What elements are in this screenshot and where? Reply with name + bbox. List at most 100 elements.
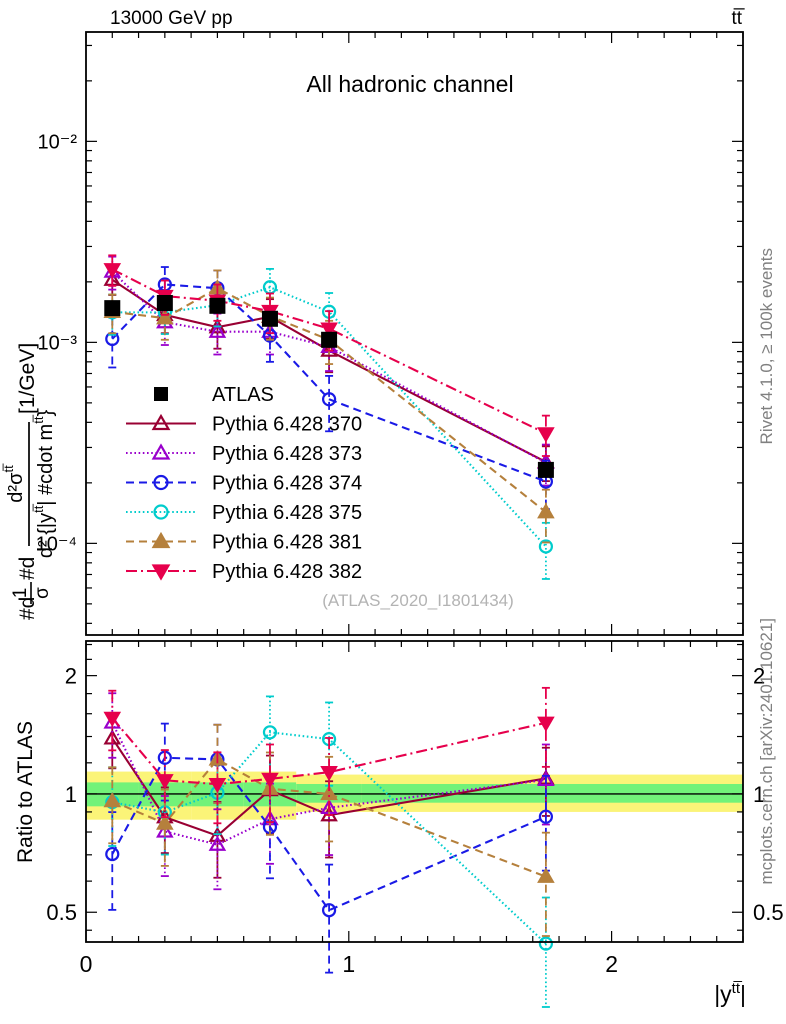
data-marker bbox=[537, 503, 555, 519]
data-marker bbox=[321, 331, 338, 348]
data-marker bbox=[320, 784, 338, 801]
legend-label: Pythia 6.428 370 bbox=[212, 414, 362, 436]
series-line bbox=[111, 758, 547, 878]
ratio-y-tick-label: 1 bbox=[65, 782, 77, 807]
beam-energy-label: 13000 GeV pp bbox=[110, 8, 233, 29]
ratio-y-tick-label: 0.5 bbox=[46, 900, 77, 925]
legend-item[interactable]: Pythia 6.428 375 bbox=[126, 502, 362, 524]
data-marker bbox=[103, 711, 122, 728]
legend-item[interactable]: Pythia 6.428 373 bbox=[126, 443, 362, 465]
ratio-panel-frame bbox=[85, 640, 744, 943]
axes-group: 10⁻² 10⁻³ 10⁻⁴ 2 2 1 1 0.5 0.5 0 1 2 bbox=[36, 32, 784, 977]
data-marker bbox=[261, 772, 279, 789]
header-group: 13000 GeV pp tt̅ bbox=[110, 8, 745, 29]
data-marker bbox=[538, 936, 554, 951]
ratio-axis-label: Ratio to ATLAS bbox=[14, 721, 37, 863]
ratio-y-tick-label: 2 bbox=[65, 664, 77, 689]
data-marker bbox=[151, 443, 171, 460]
data-marker bbox=[321, 903, 337, 918]
data-marker bbox=[151, 413, 171, 431]
panel-frames bbox=[85, 31, 744, 943]
legend-item[interactable]: Pythia 6.428 382 bbox=[126, 561, 362, 583]
legend-label: ATLAS bbox=[212, 384, 274, 406]
series-line bbox=[111, 268, 547, 435]
series-line bbox=[111, 737, 547, 837]
legend-item[interactable]: Pythia 6.428 374 bbox=[126, 473, 362, 495]
data-marker bbox=[320, 765, 338, 782]
mcplots-source-label: mcplots.cern.ch [arXiv:2401.10621] bbox=[757, 618, 776, 884]
data-marker bbox=[261, 310, 278, 327]
x-tick-label: 1 bbox=[342, 951, 355, 977]
data-marker bbox=[208, 777, 227, 794]
series-line bbox=[112, 286, 547, 513]
atlas-data-series bbox=[104, 294, 554, 478]
y-frac1-num: 1 bbox=[10, 588, 31, 599]
legend-item[interactable]: ATLAS bbox=[154, 384, 274, 406]
x-axis-title: |ytt̅| bbox=[714, 980, 746, 1007]
series-line bbox=[111, 283, 547, 483]
data-marker bbox=[151, 531, 171, 549]
data-marker bbox=[153, 504, 169, 520]
data-marker bbox=[156, 814, 174, 830]
legend-label: Pythia 6.428 382 bbox=[212, 561, 362, 583]
data-marker bbox=[153, 474, 169, 491]
data-marker bbox=[320, 322, 338, 338]
legend-label: Pythia 6.428 374 bbox=[212, 473, 362, 495]
data-marker bbox=[156, 294, 173, 311]
main-panel-frame bbox=[85, 31, 744, 636]
series-line bbox=[111, 756, 547, 912]
plot-title: All hadronic channel bbox=[306, 71, 513, 97]
data-marker bbox=[538, 539, 554, 554]
y-frac2-num: d²σtt̅ bbox=[1, 463, 27, 502]
series-line bbox=[112, 731, 547, 945]
data-marker bbox=[103, 263, 122, 279]
analysis-watermark: (ATLAS_2020_I1801434) bbox=[322, 591, 514, 610]
process-label: tt̅ bbox=[731, 8, 745, 29]
legend: ATLAS Pythia 6.428 370 Pythia 6.428 373 Pyt… bbox=[126, 384, 362, 583]
legend-item[interactable]: Pythia 6.428 370 bbox=[126, 414, 362, 436]
data-marker bbox=[208, 835, 227, 851]
data-marker bbox=[537, 716, 555, 732]
series-line bbox=[112, 286, 547, 548]
legend-label: Pythia 6.428 373 bbox=[212, 443, 362, 465]
data-marker bbox=[104, 300, 121, 317]
data-marker bbox=[209, 297, 226, 314]
x-axis-title-text: |ytt̅| bbox=[714, 980, 746, 1007]
data-marker bbox=[537, 461, 554, 478]
y-frac1-den: σ bbox=[32, 587, 53, 599]
data-marker bbox=[537, 867, 555, 883]
y-tick-label: 10⁻² bbox=[38, 131, 78, 153]
legend-label: Pythia 6.428 375 bbox=[212, 502, 362, 524]
ratio-y-tick-label-right: 1 bbox=[753, 782, 765, 807]
y-frac2-den: d² {|ytt̅| #cdot mtt̅} bbox=[31, 410, 57, 559]
data-marker bbox=[208, 322, 227, 338]
ratio-y-tick-label-right: 0.5 bbox=[753, 900, 784, 925]
series-line bbox=[111, 278, 547, 463]
data-marker bbox=[151, 564, 171, 581]
y-tick-label: 10⁻⁴ bbox=[36, 533, 77, 555]
data-marker bbox=[154, 387, 168, 401]
rivet-version-label: Rivet 4.1.0, ≥ 100k events bbox=[757, 248, 776, 444]
data-marker bbox=[321, 392, 337, 407]
series-line bbox=[111, 717, 547, 786]
series-line bbox=[111, 270, 547, 464]
legend-item[interactable]: Pythia 6.428 381 bbox=[126, 532, 362, 554]
data-marker bbox=[103, 791, 122, 808]
data-marker bbox=[537, 427, 555, 443]
data-marker bbox=[538, 809, 554, 824]
y-tick-label: 10⁻³ bbox=[38, 332, 78, 354]
x-tick-label: 2 bbox=[605, 951, 618, 977]
data-marker bbox=[156, 774, 174, 790]
y-axis-title-main: #d bbox=[16, 597, 39, 620]
data-marker bbox=[537, 770, 555, 787]
ratio-uncertainty-bands bbox=[86, 771, 743, 820]
right-side-labels: Rivet 4.1.0, ≥ 100k events mcplots.cern.c… bbox=[757, 248, 776, 884]
y-d2: #d bbox=[16, 557, 39, 580]
legend-label: Pythia 6.428 381 bbox=[212, 532, 362, 554]
y-axis-units: [1/GeV] bbox=[16, 343, 39, 414]
ratio-y-tick-label-right: 2 bbox=[753, 664, 765, 689]
